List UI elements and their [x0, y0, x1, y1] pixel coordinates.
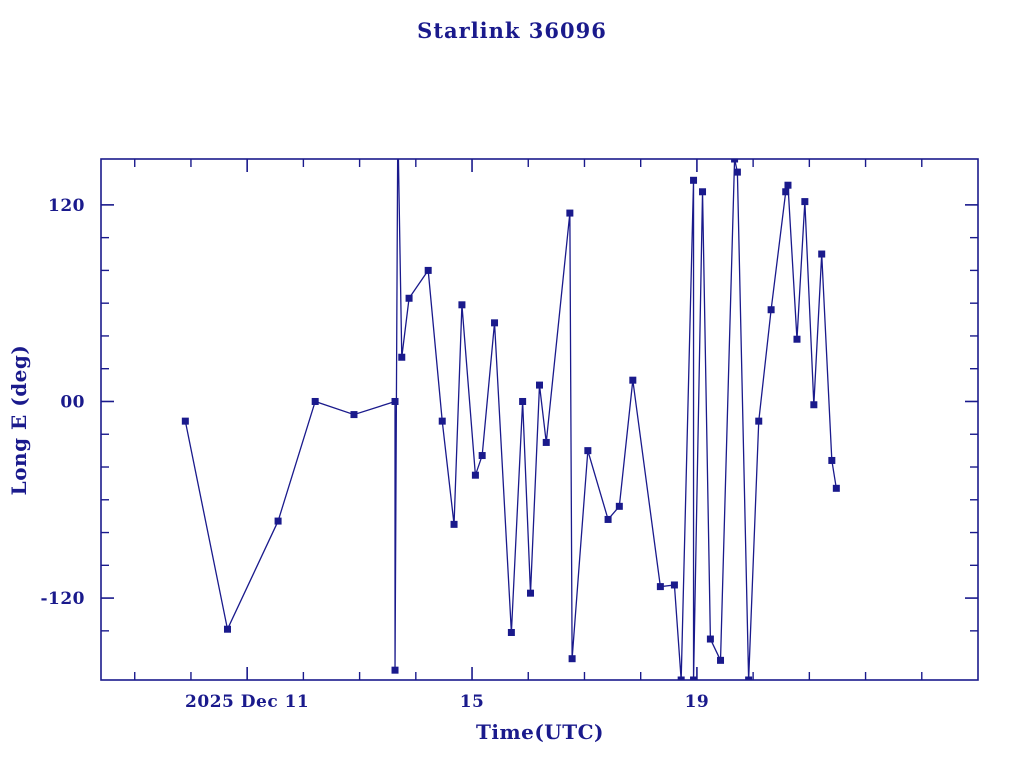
data-point-marker — [181, 417, 189, 425]
data-point-marker — [793, 335, 801, 343]
data-point-marker — [604, 515, 612, 523]
data-point-marker — [733, 168, 741, 176]
data-point-marker — [767, 306, 775, 314]
data-point-marker — [507, 628, 515, 636]
x-tick-label: 2025 Dec 11 — [185, 692, 309, 712]
data-point-marker — [832, 484, 840, 492]
data-point-marker — [424, 266, 432, 274]
data-point-marker — [810, 401, 818, 409]
data-point-marker — [405, 294, 413, 302]
data-point-marker — [818, 250, 826, 258]
data-point-marker — [629, 376, 637, 384]
data-point-marker — [438, 417, 446, 425]
data-point-marker — [391, 666, 399, 674]
data-point-marker — [690, 676, 698, 680]
data-point-marker — [656, 583, 664, 591]
data-point-marker — [223, 625, 231, 633]
y-tick-label: -120 — [40, 589, 85, 609]
data-point-marker — [491, 319, 499, 327]
x-tick-label: 19 — [685, 692, 710, 712]
data-point-marker — [519, 397, 527, 405]
plot-frame — [100, 158, 979, 681]
data-point-marker — [690, 176, 698, 184]
data-point-marker — [615, 502, 623, 510]
data-point-marker — [801, 198, 809, 206]
y-axis-ticks — [101, 204, 978, 632]
data-point-marker — [584, 447, 592, 455]
data-point-marker — [699, 188, 707, 196]
data-point-marker — [536, 381, 543, 389]
data-point-marker — [755, 417, 763, 425]
data-point-marker — [542, 438, 550, 446]
x-tick-label: 15 — [460, 692, 485, 712]
data-point-marker — [391, 397, 399, 405]
page-title: Starlink 36096 — [417, 18, 607, 43]
y-tick-label: 00 — [60, 392, 85, 412]
data-point-marker — [478, 452, 486, 460]
data-point-marker — [471, 471, 479, 479]
data-point-marker — [782, 188, 790, 196]
x-axis-tick-labels: 2025 Dec 11 15 19 — [185, 692, 709, 712]
data-point-marker — [717, 656, 725, 664]
data-point-marker — [274, 517, 282, 525]
y-axis-title: Long E (deg) — [7, 345, 31, 496]
data-point-marker — [745, 676, 753, 680]
data-point-marker — [731, 159, 739, 163]
data-point-marker — [566, 209, 574, 217]
data-point-marker — [350, 411, 358, 419]
data-point-marker — [398, 353, 406, 361]
data-point-marker — [458, 301, 466, 309]
data-point-marker — [450, 520, 458, 528]
data-point-marker — [706, 635, 714, 643]
data-point-marker — [527, 589, 535, 597]
y-tick-label: 120 — [48, 196, 85, 216]
data-series-markers — [181, 159, 840, 680]
data-point-marker — [677, 676, 685, 680]
data-point-marker — [784, 181, 792, 189]
y-axis-tick-labels: 120 00 -120 — [40, 196, 85, 609]
data-point-marker — [311, 397, 319, 405]
data-point-marker — [670, 581, 678, 589]
data-point-marker — [828, 456, 836, 464]
data-point-marker — [568, 655, 576, 663]
x-axis-title: Time(UTC) — [476, 720, 604, 744]
